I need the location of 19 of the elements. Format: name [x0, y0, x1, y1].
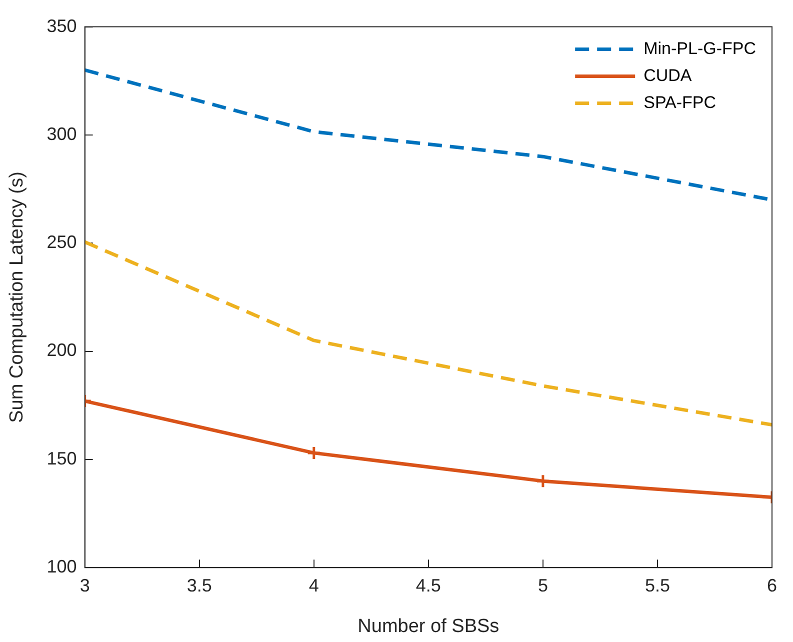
- y-axis-title: Sum Computation Latency (s): [6, 172, 28, 423]
- legend-label: Min-PL-G-FPC: [644, 38, 756, 58]
- x-tick-label: 4: [308, 575, 319, 596]
- line-series: [84, 240, 772, 427]
- x-tick-label: 5: [538, 575, 548, 596]
- y-tick-label: 300: [46, 124, 77, 144]
- y-tick-label: 100: [46, 556, 77, 577]
- x-tick-label: 6: [766, 575, 777, 596]
- legend-label: SPA-FPC: [644, 92, 716, 112]
- x-tick-label: 4.5: [416, 575, 441, 596]
- x-tick-label: 3: [80, 575, 90, 596]
- x-tick-label: 5.5: [644, 575, 670, 596]
- x-tick-label: 3.5: [186, 575, 212, 596]
- y-tick-label: 350: [46, 16, 77, 36]
- y-tick-label: 250: [46, 232, 77, 252]
- y-tick-label: 200: [46, 340, 77, 360]
- y-tick-label: 150: [46, 448, 77, 468]
- x-axis-title: Number of SBSs: [358, 616, 500, 637]
- legend-label: CUDA: [644, 66, 692, 85]
